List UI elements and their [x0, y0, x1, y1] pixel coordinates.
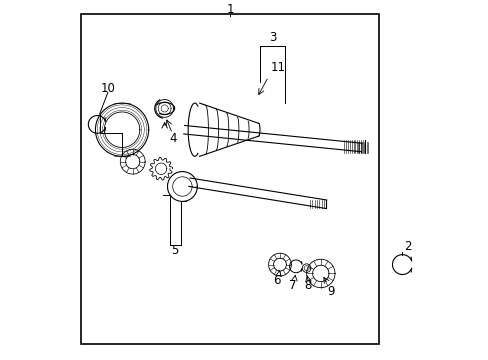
Text: 1: 1 [226, 3, 234, 15]
Text: 10: 10 [100, 82, 115, 95]
Text: 11: 11 [270, 61, 285, 74]
Text: 3: 3 [269, 31, 276, 44]
Text: 4: 4 [169, 132, 177, 145]
Text: 2: 2 [403, 240, 411, 253]
Text: 9: 9 [327, 285, 334, 298]
Text: 6: 6 [272, 274, 280, 287]
Text: 7: 7 [289, 279, 296, 292]
Text: 8: 8 [304, 279, 311, 292]
Text: 5: 5 [171, 244, 179, 257]
